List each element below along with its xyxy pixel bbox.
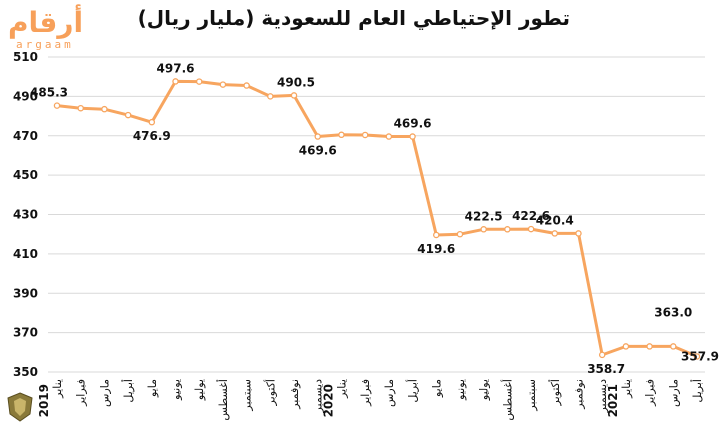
- x-tick-label: مايو: [146, 379, 159, 398]
- x-tick-label: فبراير: [359, 379, 372, 407]
- y-tick-label: 390: [13, 286, 38, 300]
- logo-main-text: أرقام: [8, 6, 84, 39]
- data-point: [385, 133, 393, 140]
- data-point: [267, 93, 274, 100]
- data-point: [101, 105, 108, 113]
- data-labels: 485.3 476.9 497.6 490.5 469.6 469.6 419.6 422.5…: [30, 61, 719, 375]
- x-tick-label: مايو: [430, 379, 443, 398]
- data-point: [551, 230, 559, 237]
- x-tick-label: يوليو: [193, 379, 206, 401]
- y-tick-label: 470: [13, 129, 38, 143]
- data-point: [598, 351, 606, 359]
- chart-title: تطور الإحتياطي العام للسعودية (مليار ريا…: [137, 6, 570, 30]
- x-tick-label: أكتوبر: [548, 379, 562, 406]
- data-point: [622, 343, 630, 350]
- data-point: [172, 78, 179, 85]
- x-tick-label: فبراير: [644, 379, 657, 407]
- data-point: [243, 82, 250, 89]
- x-tick-label: سبتمبر: [241, 379, 254, 412]
- data-point: [456, 230, 464, 238]
- data-point: [290, 92, 298, 99]
- argaam-logo: أرقام argaam: [2, 6, 84, 52]
- data-point: [338, 131, 345, 139]
- x-tick-label: نوفمبر: [572, 379, 585, 410]
- x-tick-label: يوليو: [478, 379, 491, 401]
- data-point: [433, 231, 440, 239]
- data-label: 485.3: [30, 86, 68, 100]
- data-point: [575, 230, 582, 237]
- data-point: [527, 225, 535, 233]
- y-tick-label: 350: [13, 365, 38, 379]
- year-label: 2021: [606, 384, 620, 417]
- data-point: [361, 131, 369, 139]
- data-label: 497.6: [157, 61, 195, 75]
- data-label: 469.6: [394, 117, 432, 131]
- data-label: 420.4: [536, 213, 574, 227]
- x-tick-label: يناير: [335, 379, 348, 399]
- data-label: 358.7: [587, 362, 625, 376]
- x-tick-label: سبتمبر: [525, 379, 538, 412]
- data-point: [219, 81, 227, 88]
- year-label: 2019: [37, 384, 51, 417]
- x-tick-label: ديسمبر: [312, 379, 325, 414]
- x-tick-label: مارس: [383, 379, 396, 407]
- y-tick-label: 430: [13, 208, 38, 222]
- axes: 350 370 390 410 430 450 470 490 510 يناير فبراير ما…: [13, 50, 704, 421]
- year-label: 2020: [321, 384, 335, 417]
- data-point: [314, 133, 321, 140]
- data-point: [480, 226, 487, 233]
- x-tick-label: أغسطس: [500, 379, 514, 421]
- logo-sub-text: argaam: [16, 38, 74, 51]
- data-point: [693, 353, 701, 360]
- x-tick-label: فبراير: [75, 379, 88, 407]
- series: [53, 78, 701, 360]
- data-point: [646, 343, 653, 350]
- x-tick-label: أبريل: [121, 379, 135, 403]
- y-tick-label: 450: [13, 168, 38, 182]
- x-tick-label: يونيو: [454, 379, 467, 401]
- data-point: [53, 102, 61, 109]
- data-label: 422.6: [512, 209, 550, 223]
- y-tick-label: 410: [13, 247, 38, 261]
- data-label: 357.9: [681, 349, 719, 363]
- x-tick-label: يونيو: [170, 379, 183, 401]
- x-tick-label: نوفمبر: [288, 379, 301, 410]
- gridlines: [48, 56, 705, 373]
- data-point: [409, 133, 416, 140]
- x-tick-label: أبريل: [690, 379, 704, 403]
- y-tick-label: 370: [13, 326, 38, 340]
- data-label: 476.9: [133, 129, 171, 143]
- data-label: 469.6: [299, 144, 337, 158]
- data-label: 419.6: [417, 242, 455, 256]
- x-tick-label: يناير: [620, 379, 633, 399]
- series-line: [56, 79, 698, 358]
- x-tick-label: مارس: [667, 379, 680, 407]
- data-point: [148, 118, 156, 126]
- x-tick-label: أغسطس: [216, 379, 230, 421]
- data-point: [670, 343, 677, 350]
- y-tick-label: 510: [13, 50, 38, 64]
- x-tick-label: يناير: [51, 379, 64, 399]
- data-label: 490.5: [277, 75, 315, 89]
- y-tick-label: 490: [13, 89, 38, 103]
- data-point: [77, 104, 84, 112]
- data-point: [124, 111, 132, 119]
- data-label: 363.0: [654, 305, 692, 319]
- x-tick-label: ديسمبر: [596, 379, 609, 414]
- data-label: 422.5: [465, 209, 503, 223]
- emblem-icon: [7, 392, 33, 422]
- data-point: [504, 226, 511, 233]
- x-tick-label: أكتوبر: [263, 379, 277, 406]
- x-tick-label: مارس: [98, 379, 111, 407]
- data-point: [195, 78, 203, 85]
- x-tick-label: أبريل: [406, 379, 420, 403]
